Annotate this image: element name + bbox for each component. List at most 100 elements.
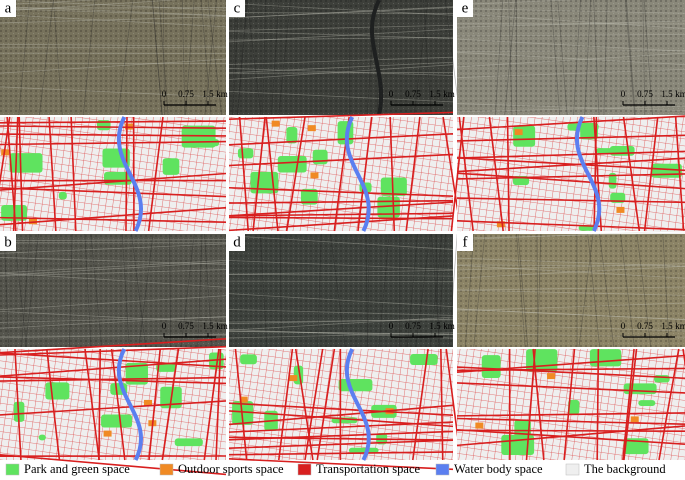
map-green (237, 148, 254, 159)
map-sports (103, 430, 112, 437)
satellite-road (0, 334, 227, 337)
map-main-road (84, 348, 100, 461)
map-main-road (48, 116, 57, 232)
map-main-road (0, 133, 227, 137)
map-main-road (215, 348, 222, 461)
scale-label: 1.5 (429, 321, 441, 331)
map-green (526, 349, 558, 372)
satellite-road (0, 261, 227, 276)
satellite-road (271, 0, 280, 116)
satellite-road (0, 310, 227, 324)
map-main-road (622, 116, 641, 232)
satellite-texture (229, 0, 453, 115)
satellite-road (228, 235, 454, 250)
satellite-road (0, 316, 227, 323)
scale-unit: km (216, 321, 228, 331)
map-main-road (98, 348, 102, 461)
satellite-road (365, 233, 369, 348)
panel: b 0 0.75 1.5 km (0, 233, 228, 476)
satellite-road (0, 295, 227, 311)
map-main-road (148, 348, 162, 461)
satellite-texture (229, 234, 453, 347)
satellite-road (429, 233, 443, 348)
panel-label-box (457, 234, 473, 251)
scale-unit: km (443, 89, 455, 99)
satellite-road (435, 233, 440, 348)
satellite-road (504, 0, 517, 116)
satellite-road (0, 62, 227, 65)
scale-unit: km (675, 89, 685, 99)
satellite-road (367, 233, 370, 348)
panel-label: b (4, 234, 12, 250)
satellite-road (228, 64, 454, 80)
map-main-road (525, 348, 536, 461)
map-main-road (622, 348, 635, 461)
legend-label: Park and green space (24, 462, 130, 476)
map-sports (475, 422, 484, 429)
satellite-road (348, 0, 351, 116)
map-sports (616, 206, 625, 213)
map-main-road (294, 348, 314, 461)
satellite-road (456, 51, 685, 66)
satellite-road (557, 0, 568, 116)
satellite-road (537, 233, 542, 348)
map-main-road (458, 116, 474, 232)
map-main-road (0, 400, 227, 416)
satellite-road (642, 0, 646, 116)
map-main-road (228, 421, 454, 433)
map-main-road (456, 417, 685, 426)
satellite-road (228, 71, 454, 74)
legend-label: Outdoor sports space (178, 462, 284, 476)
satellite-road (643, 0, 653, 116)
satellite-road (0, 333, 227, 339)
satellite-road (236, 0, 248, 116)
map-green (9, 153, 43, 173)
map-water (116, 116, 143, 232)
map-green (240, 354, 257, 365)
satellite-road (228, 269, 454, 275)
satellite-road (0, 257, 227, 265)
satellite-road (599, 233, 615, 348)
map-main-road (593, 116, 598, 232)
map-green (513, 125, 536, 147)
map-main-road (532, 348, 545, 461)
map-main-road (70, 116, 77, 232)
satellite-road (228, 330, 454, 336)
satellite-road (456, 264, 685, 267)
scale-label: 0 (162, 321, 167, 331)
map-main-road (456, 134, 685, 142)
scale-label: 0.75 (178, 89, 194, 99)
scale-unit: km (675, 321, 685, 331)
map-main-road (228, 132, 454, 146)
map-green (501, 434, 535, 456)
scale-unit: km (216, 89, 228, 99)
scale-label: 1.5 (202, 89, 214, 99)
satellite-road (456, 8, 685, 14)
map-sports (144, 399, 153, 406)
satellite-road (573, 0, 581, 116)
map-main-road (0, 116, 11, 187)
map-main-road (0, 125, 227, 130)
legend-swatch (5, 463, 20, 476)
map-main-road (658, 348, 680, 461)
satellite-road (259, 233, 268, 348)
satellite-road (456, 68, 685, 78)
satellite-road (204, 233, 213, 348)
satellite-road (406, 233, 418, 348)
map-green (45, 382, 70, 400)
satellite-road (625, 0, 636, 116)
map-main-road (0, 358, 227, 377)
satellite-road (456, 308, 685, 320)
satellite-road (413, 0, 429, 116)
satellite-road (228, 318, 454, 324)
map-main-road (228, 451, 454, 456)
map-main-road (0, 140, 227, 146)
satellite-road (207, 0, 223, 116)
satellite-road (517, 233, 529, 348)
satellite-road (0, 6, 227, 16)
map-main-road (203, 348, 220, 461)
map-main-road (228, 201, 454, 217)
satellite-road (422, 0, 432, 116)
satellite-road (456, 0, 579, 6)
panel-label-box (457, 0, 473, 17)
